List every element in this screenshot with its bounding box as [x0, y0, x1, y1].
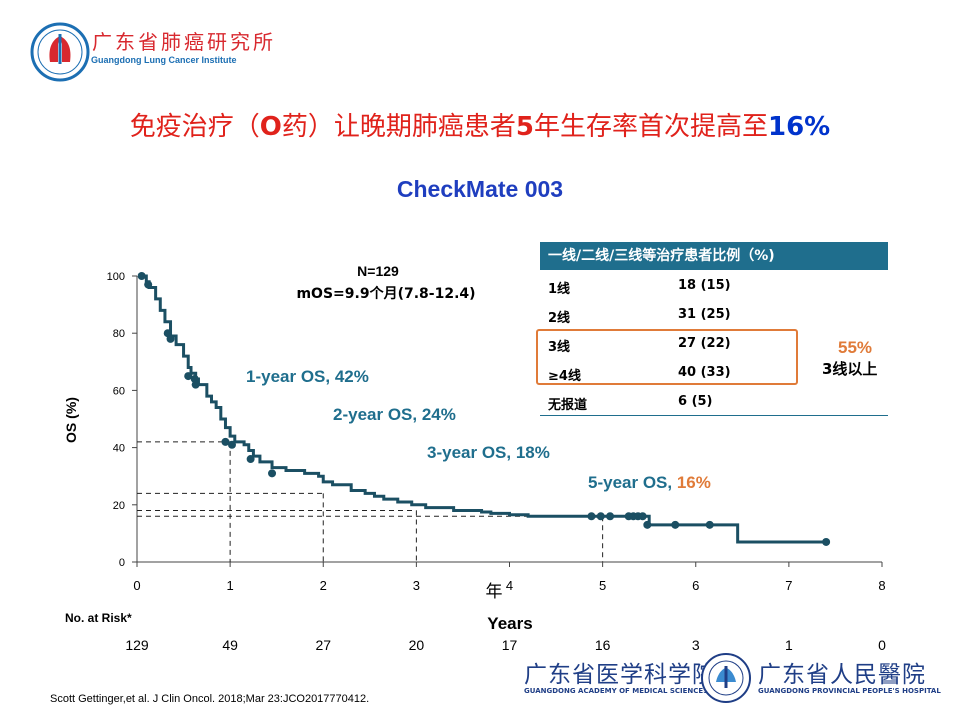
- highlight-percent: 55%: [838, 338, 873, 357]
- hospital-name-cn: 广东省人民醫院: [758, 662, 926, 688]
- censor-mark: [144, 280, 153, 289]
- title-part-6: 16%: [768, 112, 831, 142]
- x-tick-label: 4: [506, 578, 513, 593]
- x-tick-label: 8: [878, 578, 885, 593]
- at-risk-value: 20: [409, 637, 425, 653]
- at-risk-value: 3: [692, 637, 700, 653]
- censor-mark: [596, 512, 605, 521]
- stats-n: N=129: [357, 263, 399, 279]
- x-tick-label: 0: [133, 578, 140, 593]
- censor-mark: [705, 520, 714, 529]
- censor-mark: [822, 537, 831, 546]
- x-tick-label: 3: [413, 578, 420, 593]
- therapy-table-row: 无报道 6 (5): [540, 388, 888, 417]
- censor-mark: [137, 272, 146, 280]
- stats-mos: mOS=9.9个月(7.8-12.4): [296, 285, 475, 302]
- row-value: 40 (33): [678, 365, 731, 380]
- censor-mark: [166, 334, 175, 343]
- institute-logo-icon: [30, 22, 90, 82]
- highlight-box: [536, 329, 798, 385]
- y-tick-label: 100: [107, 271, 125, 283]
- x-axis-label-cn: 年: [486, 582, 503, 602]
- censor-mark: [191, 380, 200, 389]
- title-part-1: 免疫治疗（: [129, 112, 260, 142]
- therapy-table-row: ≥4线 40 (33): [540, 359, 888, 388]
- at-risk-value: 27: [315, 637, 331, 653]
- at-risk-value: 49: [222, 637, 238, 653]
- therapy-table-row: 2线 31 (25): [540, 301, 888, 330]
- row-line: 1线: [548, 282, 571, 297]
- row-line: 3线: [548, 340, 571, 355]
- annotation-5yr-value: 16%: [677, 473, 711, 492]
- page-title: 免疫治疗（O药）让晚期肺癌患者5年生存率首次提高至16%: [0, 106, 960, 143]
- title-part-5: 年生存率首次提高至: [533, 112, 768, 142]
- at-risk-value: 17: [502, 637, 518, 653]
- academy-name-en: GUANGDONG ACADEMY OF MEDICAL SCIENCES: [524, 687, 709, 695]
- x-tick-label: 6: [692, 578, 699, 593]
- annotation-2yr-os: 2-year OS, 24%: [333, 405, 456, 424]
- x-tick-label: 1: [227, 578, 234, 593]
- institute-name-en: Guangdong Lung Cancer Institute: [91, 55, 237, 65]
- censor-mark: [587, 512, 596, 521]
- censor-mark: [227, 440, 236, 449]
- row-line: 无报道: [548, 398, 588, 413]
- y-tick-label: 20: [113, 500, 125, 512]
- at-risk-value: 16: [595, 637, 611, 653]
- censor-mark: [638, 512, 647, 521]
- y-tick-label: 60: [113, 385, 125, 397]
- y-tick-label: 40: [113, 443, 125, 455]
- hospital-name-en: GUANGDONG PROVINCIAL PEOPLE'S HOSPITAL: [758, 687, 941, 695]
- highlight-note: 3线以上: [822, 360, 878, 378]
- institute-name-cn: 广东省肺癌研究所: [92, 30, 276, 54]
- at-risk-label: No. at Risk*: [65, 611, 132, 625]
- censor-mark: [606, 512, 615, 521]
- therapy-table-header: 一线/二线/三线等治疗患者比例（%): [540, 242, 888, 270]
- row-value: 27 (22): [678, 336, 731, 351]
- row-value: 31 (25): [678, 307, 731, 322]
- x-tick-label: 2: [320, 578, 327, 593]
- row-line: 2线: [548, 311, 571, 326]
- annotation-5yr-os: 5-year OS, 16%: [588, 473, 711, 492]
- table-bottom-rule: [540, 415, 888, 416]
- annotation-1yr-os: 1-year OS, 42%: [246, 367, 369, 386]
- academy-name-cn: 广东省医学科学院: [524, 662, 716, 688]
- km-curve-line: [141, 274, 827, 544]
- trial-name: CheckMate 003: [396, 176, 564, 202]
- at-risk-value: 129: [125, 637, 149, 653]
- therapy-table-row: 1线 18 (15): [540, 272, 888, 301]
- citation: Scott Gettinger,et al. J Clin Oncol. 201…: [50, 693, 370, 705]
- censor-mark: [246, 455, 255, 464]
- x-axis-label: Years: [487, 614, 532, 633]
- row-line: ≥4线: [548, 369, 581, 384]
- row-value: 6 (5): [678, 394, 713, 409]
- x-tick-label: 7: [785, 578, 792, 593]
- at-risk-value: 1: [785, 637, 793, 653]
- title-part-3: 药）让晚期肺癌患者: [281, 112, 516, 142]
- censor-mark: [221, 437, 230, 446]
- x-tick-label: 5: [599, 578, 606, 593]
- censor-mark: [643, 520, 652, 529]
- y-tick-label: 80: [113, 328, 125, 340]
- at-risk-value: 0: [878, 637, 886, 653]
- censor-mark: [268, 469, 277, 478]
- therapy-table-row: 3线 27 (22): [540, 330, 888, 359]
- title-part-4: 5: [515, 112, 534, 142]
- censor-mark: [671, 520, 680, 529]
- censor-mark: [184, 372, 193, 381]
- y-axis-label: OS (%): [63, 397, 79, 443]
- y-tick-label: 0: [119, 557, 125, 569]
- title-part-2: O: [259, 112, 282, 142]
- annotation-5yr-prefix: 5-year OS,: [588, 473, 677, 492]
- hospital-emblem-icon: [701, 653, 751, 703]
- annotation-3yr-os: 3-year OS, 18%: [427, 443, 550, 462]
- row-value: 18 (15): [678, 278, 731, 293]
